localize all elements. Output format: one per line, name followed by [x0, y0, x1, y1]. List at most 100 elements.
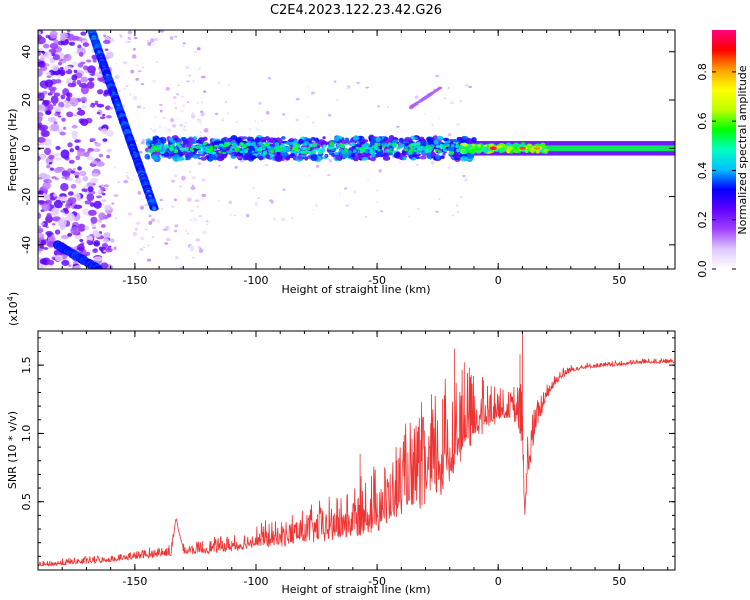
heatmap-blob	[182, 42, 186, 45]
heatmap-blob	[63, 53, 72, 61]
heatmap-blob	[254, 120, 257, 122]
heatmap-blob	[479, 150, 483, 153]
heatmap-blob	[61, 117, 66, 122]
heatmap-blob	[195, 238, 201, 242]
heatmap-blob	[275, 154, 283, 163]
heatmap-blob	[122, 61, 128, 65]
heatmap-blob	[396, 125, 400, 128]
heatmap-blob	[221, 137, 227, 142]
heatmap-blob	[413, 149, 418, 153]
heatmap-blob	[515, 146, 519, 150]
heatmap-blob	[511, 143, 518, 148]
heatmap-blob	[111, 202, 115, 205]
heatmap-blob	[388, 134, 395, 142]
heatmap-blob	[290, 152, 295, 157]
heatmap-blob	[127, 37, 132, 41]
heatmap-blob	[145, 150, 149, 153]
heatmap-blob	[53, 193, 57, 197]
heatmap-blob	[51, 64, 59, 72]
heatmap-blob	[336, 99, 339, 101]
heatmap-blob	[416, 163, 419, 167]
heatmap-blob	[533, 146, 541, 151]
heatmap-blob	[324, 154, 328, 157]
heatmap-blob	[408, 148, 414, 154]
heatmap-blob	[167, 128, 171, 133]
x-tick-label: -50	[368, 575, 386, 588]
heatmap-blob	[92, 59, 97, 63]
heatmap-blob	[84, 225, 90, 231]
heatmap-blob	[350, 142, 356, 147]
heatmap-blob	[189, 170, 192, 173]
heatmap-blob	[375, 136, 381, 143]
heatmap-blob	[199, 134, 202, 137]
heatmap-blob	[130, 69, 135, 74]
heatmap-blob	[137, 191, 142, 195]
heatmap-blob	[50, 207, 59, 216]
heatmap-blob	[522, 149, 526, 153]
heatmap-blob	[218, 150, 222, 154]
heatmap-blob	[365, 86, 369, 89]
heatmap-blob	[200, 110, 204, 113]
heatmap-blob	[462, 142, 469, 147]
heatmap-blob	[80, 118, 89, 126]
heatmap-blob	[66, 77, 73, 82]
heatmap-blob	[183, 128, 185, 130]
heatmap-blob	[50, 95, 59, 105]
heatmap-blob	[81, 105, 87, 109]
heatmap-blob	[196, 47, 201, 51]
heatmap-blob	[192, 217, 198, 222]
heatmap-blob	[375, 200, 378, 203]
heatmap-blob	[163, 127, 166, 129]
heatmap-blob	[228, 200, 233, 205]
colorbar-tick-label: 0.2	[696, 211, 709, 229]
heatmap-blob	[71, 74, 78, 81]
spectrogram-image	[38, 30, 675, 269]
heatmap-blob	[245, 142, 250, 146]
heatmap-blob	[173, 95, 177, 99]
heatmap-blob	[439, 143, 443, 147]
heatmap-blob	[468, 85, 472, 89]
colorbar-tick-label: 0.0	[696, 260, 709, 278]
heatmap-blob	[221, 151, 227, 155]
heatmap-blob	[86, 239, 92, 244]
heatmap-blob	[38, 52, 42, 56]
heatmap-blob	[302, 147, 308, 151]
heatmap-blob	[147, 144, 150, 147]
heatmap-blob	[38, 212, 42, 220]
heatmap-blob	[187, 137, 194, 143]
heatmap-blob	[106, 148, 112, 153]
heatmap-blob	[69, 97, 79, 107]
heatmap-blob	[543, 148, 548, 152]
heatmap-blob	[240, 142, 244, 146]
heatmap-blob	[155, 147, 160, 152]
heatmap-blob	[235, 137, 243, 144]
heatmap-blob	[63, 67, 69, 71]
heatmap-blob	[170, 118, 175, 123]
heatmap-blob	[184, 229, 187, 233]
heatmap-blob	[87, 65, 96, 74]
heatmap-blob	[364, 149, 369, 154]
heatmap-blob	[174, 229, 178, 233]
heatmap-blob	[453, 139, 460, 143]
heatmap-blob	[265, 154, 271, 159]
heatmap-blob	[82, 42, 90, 47]
heatmap-blob	[89, 104, 94, 108]
heatmap-blob	[477, 144, 481, 148]
heatmap-blob	[80, 96, 87, 102]
heatmap-blob	[123, 179, 129, 184]
heatmap-blob	[162, 116, 166, 120]
heatmap-blob	[67, 197, 77, 204]
heatmap-blob	[96, 111, 101, 115]
heatmap-blob	[161, 207, 164, 210]
heatmap-blob	[98, 153, 103, 158]
heatmap-blob	[71, 42, 75, 46]
heatmap-blob	[402, 156, 407, 161]
heatmap-blob	[114, 217, 117, 219]
heatmap-blob	[378, 169, 382, 173]
heatmap-blob	[256, 128, 260, 131]
heatmap-blob	[38, 36, 46, 45]
heatmap-blob	[179, 109, 184, 113]
heatmap-blob	[284, 156, 290, 161]
heatmap-blob	[86, 235, 90, 238]
heatmap-blob	[249, 128, 252, 131]
